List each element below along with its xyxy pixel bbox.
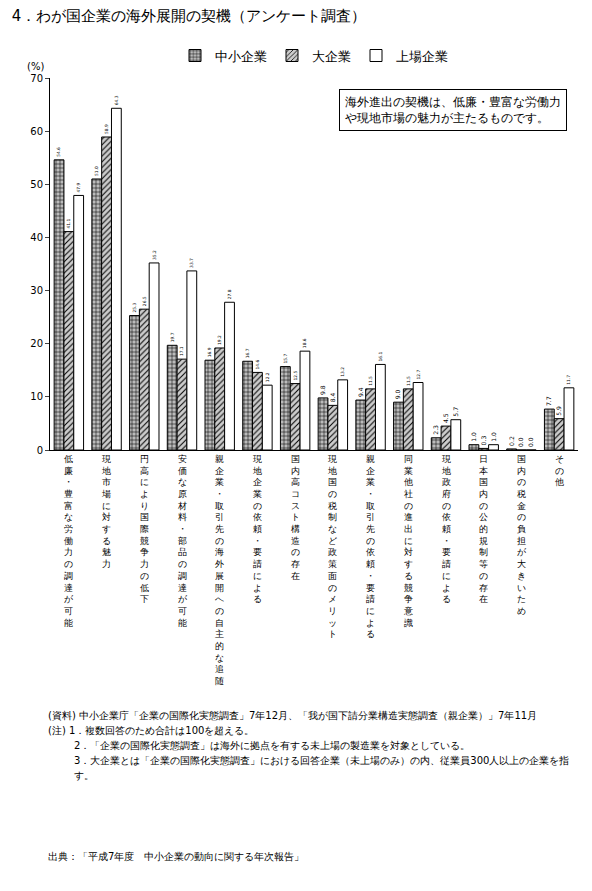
svg-text:4.5: 4.5	[442, 413, 449, 423]
svg-text:10: 10	[30, 391, 43, 402]
svg-text:26.5: 26.5	[142, 296, 147, 306]
svg-text:親企業・取引先の依頼・要請による: 親企業・取引先の依頼・要請による	[366, 454, 375, 640]
svg-text:30: 30	[30, 285, 43, 296]
svg-text:20: 20	[30, 338, 43, 349]
svg-text:50: 50	[30, 179, 43, 190]
svg-text:64.3: 64.3	[114, 95, 119, 105]
svg-text:5.7: 5.7	[452, 407, 459, 417]
html-text:2．「企業の国際化実態調査」は海外に拠点を有する未上場の製造: 2．「企業の国際化実態調査」は海外に拠点を有する未上場の製造業を対象としている。	[74, 740, 471, 751]
svg-text:同業他社の進出に対する競争意識: 同業他社の進出に対する競争意識	[403, 454, 413, 628]
svg-text:51.0: 51.0	[94, 166, 99, 176]
svg-text:17.1: 17.1	[179, 346, 184, 356]
svg-text:12.7: 12.7	[416, 370, 421, 380]
svg-text:5.9: 5.9	[555, 406, 562, 416]
svg-text:0.3: 0.3	[480, 436, 487, 446]
svg-text:70: 70	[30, 73, 43, 84]
svg-text:54.6: 54.6	[56, 147, 61, 157]
svg-text:11.7: 11.7	[566, 375, 571, 385]
svg-text:60: 60	[30, 126, 43, 137]
html-text:(資料) 中小企業庁「企業の国際化実態調査」7年12月、「我: (資料) 中小企業庁「企業の国際化実態調査」7年12月、「我が国下請分業構造実態…	[48, 710, 538, 721]
svg-text:現地国の税制など政策面のメリット: 現地国の税制など政策面のメリット	[327, 454, 337, 640]
svg-text:35.2: 35.2	[152, 250, 157, 260]
svg-text:25.3: 25.3	[132, 303, 137, 313]
svg-text:11.5: 11.5	[368, 376, 373, 386]
svg-text:12.5: 12.5	[293, 371, 298, 381]
svg-text:9.8: 9.8	[319, 385, 326, 395]
svg-text:7.7: 7.7	[545, 396, 552, 406]
svg-text:親企業・取引先の海外展開への自主的な追随: 親企業・取引先の海外展開への自主的な追随	[215, 454, 224, 686]
svg-text:0.0: 0.0	[517, 437, 524, 447]
svg-text:(%): (%)	[27, 61, 44, 72]
svg-text:33.7: 33.7	[189, 258, 194, 268]
svg-text:27.8: 27.8	[227, 289, 232, 299]
html-text:(注) 1．複数回答のため合計は100を超える。: (注) 1．複数回答のため合計は100を超える。	[48, 725, 255, 736]
svg-text:低廉・豊富な労働力の調達が可能: 低廉・豊富な労働力の調達が可能	[64, 454, 74, 628]
svg-text:中小企業: 中小企業	[215, 49, 267, 64]
svg-text:11.5: 11.5	[406, 376, 411, 386]
html-text:出典：「平成7年度 中小企業の動向に関する年次報告」: 出典：「平成7年度 中小企業の動向に関する年次報告」	[48, 851, 305, 862]
svg-text:9.0: 9.0	[394, 389, 401, 399]
svg-text:16.7: 16.7	[245, 348, 250, 358]
svg-text:その他: その他	[555, 454, 564, 487]
svg-text:現地市場に対する魅力: 現地市場に対する魅力	[101, 454, 111, 569]
svg-text:16.1: 16.1	[378, 351, 383, 361]
svg-text:58.9: 58.9	[104, 124, 109, 134]
svg-text:4．わが国企業の海外展開の契機（アンケート調査）: 4．わが国企業の海外展開の契機（アンケート調査）	[12, 7, 367, 25]
svg-text:0: 0	[37, 445, 43, 456]
svg-text:2.3: 2.3	[432, 425, 439, 435]
svg-text:1.0: 1.0	[490, 432, 497, 442]
svg-text:1.0: 1.0	[470, 432, 477, 442]
svg-text:海外進出の契機は、低廉・豊富な労働力や現地市場の魅力が主たる: 海外進出の契機は、低廉・豊富な労働力や現地市場の魅力が主たるものです。	[345, 95, 561, 125]
svg-text:18.6: 18.6	[302, 338, 307, 348]
svg-text:現地企業の依頼・要請による: 現地企業の依頼・要請による	[252, 454, 262, 604]
svg-text:安価な原材料・部品の調達が可能: 安価な原材料・部品の調達が可能	[177, 454, 188, 628]
html-text:3．大企業とは「企業の国際化実態調査」における回答企業（未上: 3．大企業とは「企業の国際化実態調査」における回答企業（未上場のみ）の内、従業員…	[74, 755, 570, 781]
svg-text:大企業: 大企業	[312, 49, 351, 64]
svg-text:9.4: 9.4	[357, 387, 364, 397]
svg-text:16.9: 16.9	[207, 347, 212, 357]
svg-text:13.2: 13.2	[340, 367, 345, 377]
svg-text:日本国内の公的規制等の存在: 日本国内の公的規制等の存在	[479, 454, 488, 604]
svg-text:国内高コスト構造の存在: 国内高コスト構造の存在	[291, 454, 300, 581]
svg-text:0.0: 0.0	[527, 437, 534, 447]
svg-text:8.4: 8.4	[329, 393, 336, 403]
svg-text:19.2: 19.2	[217, 335, 222, 345]
svg-text:現地政府の依頼・要請による: 現地政府の依頼・要請による	[441, 454, 451, 604]
svg-text:12.2: 12.2	[265, 372, 270, 382]
svg-text:円高により国際競争力の低下: 円高により国際競争力の低下	[140, 454, 149, 604]
svg-text:41.1: 41.1	[66, 219, 71, 229]
svg-text:19.7: 19.7	[170, 332, 175, 342]
svg-text:40: 40	[30, 232, 43, 243]
svg-text:国内の税金の負担が大きいため: 国内の税金の負担が大きいため	[517, 454, 527, 616]
svg-text:0.2: 0.2	[508, 436, 515, 446]
svg-text:14.6: 14.6	[255, 360, 260, 370]
svg-text:上場企業: 上場企業	[396, 49, 448, 64]
svg-text:15.7: 15.7	[283, 354, 288, 364]
svg-text:47.9: 47.9	[76, 183, 81, 193]
